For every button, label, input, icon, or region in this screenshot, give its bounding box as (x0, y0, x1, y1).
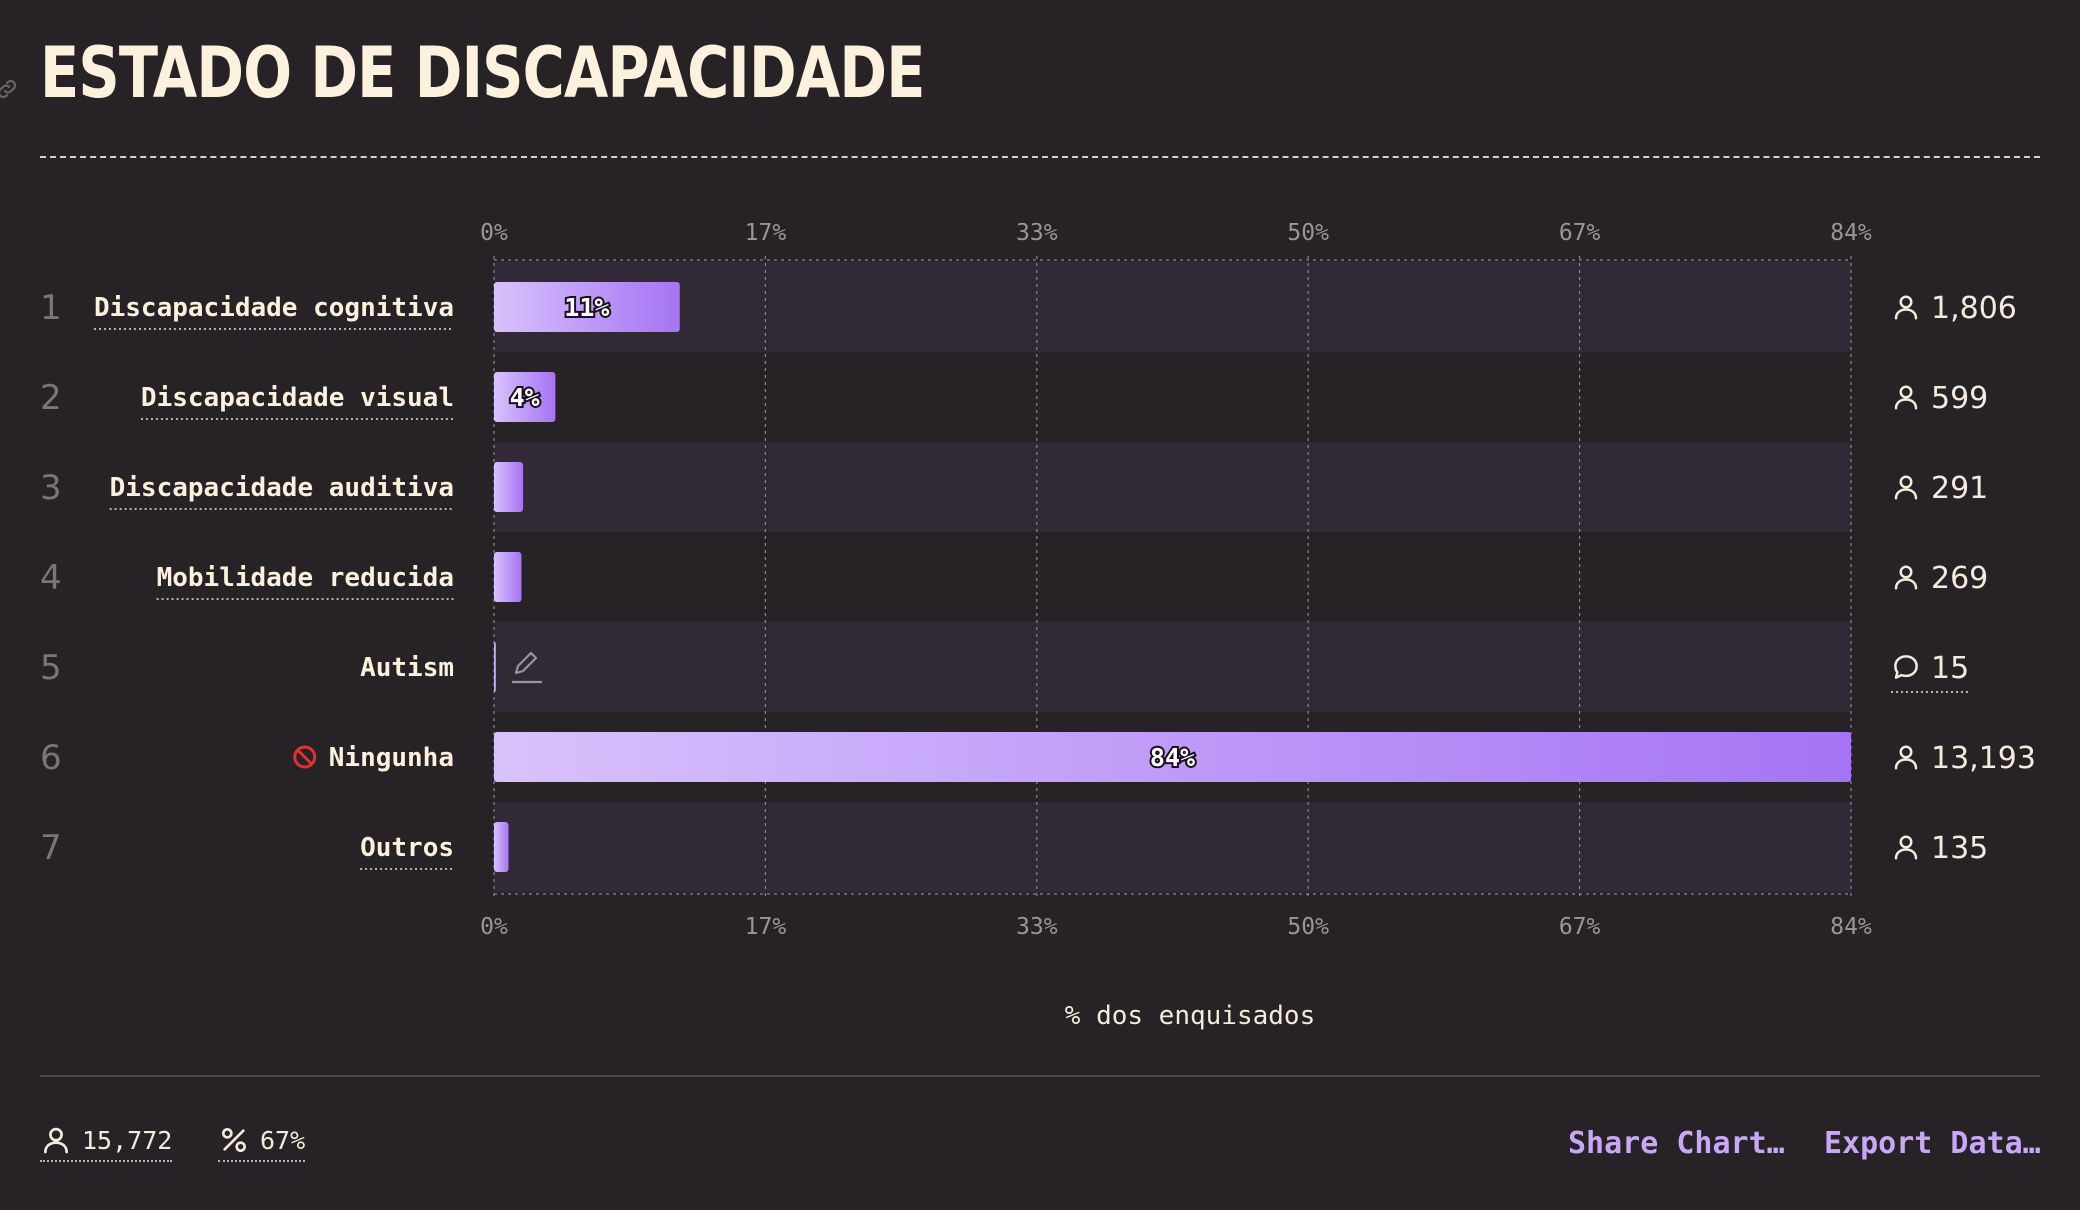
respondent-count: 599 (1931, 381, 1988, 416)
x-tick-label-bottom: 0% (480, 914, 508, 940)
x-tick-label-bottom: 50% (1287, 914, 1329, 940)
respondent-count: 135 (1931, 831, 1988, 866)
row-band (494, 802, 1851, 892)
x-tick-label-bottom: 17% (745, 914, 787, 940)
x-tick-label-top: 0% (480, 220, 508, 246)
comment-icon (1895, 656, 1916, 677)
no-entry-slash (298, 750, 312, 764)
bar[interactable] (494, 642, 496, 692)
share-chart-button[interactable]: Share Chart… (1568, 1126, 1785, 1161)
category-label[interactable]: Mobilidade reducida (157, 563, 454, 593)
footer-divider (40, 1075, 2040, 1077)
rank-number: 1 (40, 288, 62, 328)
no-entry-icon (295, 747, 315, 767)
x-tick-label-top: 50% (1287, 220, 1329, 246)
x-tick-label-bottom: 67% (1559, 914, 1601, 940)
category-label[interactable]: Ningunha (329, 743, 454, 773)
rank-number: 6 (40, 738, 62, 778)
percent-icon (218, 1124, 250, 1156)
category-label[interactable]: Outros (360, 833, 454, 863)
x-tick-label-top: 33% (1016, 220, 1058, 246)
x-axis-title: % dos enquisados (1065, 1001, 1315, 1031)
category-label[interactable]: Discapacidade visual (141, 383, 454, 413)
person-icon (40, 1124, 72, 1156)
person-icon (1896, 567, 1916, 589)
person-icon (1896, 837, 1916, 859)
export-data-button[interactable]: Export Data… (1824, 1126, 2041, 1161)
person-icon (1896, 747, 1916, 769)
rank-number: 3 (40, 468, 62, 508)
bar[interactable] (494, 822, 509, 872)
rank-number: 4 (40, 558, 62, 598)
respondents-stat[interactable]: 15,772 (40, 1124, 172, 1162)
bar-value-label: 11% (564, 293, 609, 322)
person-icon (1896, 477, 1916, 499)
bar[interactable] (494, 462, 523, 512)
respondent-count: 269 (1931, 561, 1988, 596)
row-band (494, 442, 1851, 532)
category-label[interactable]: Discapacidade auditiva (110, 473, 454, 503)
bar[interactable] (494, 552, 521, 602)
x-tick-label-top: 17% (745, 220, 787, 246)
bar-value-label: 4% (510, 383, 540, 412)
category-label[interactable]: Discapacidade cognitiva (94, 293, 454, 323)
category-label[interactable]: Autism (360, 653, 454, 683)
x-tick-label-top: 84% (1830, 220, 1872, 246)
percent-stat[interactable]: 67% (218, 1124, 305, 1162)
person-icon (1896, 297, 1916, 319)
person-icon (1896, 387, 1916, 409)
percent-value: 67% (260, 1126, 305, 1155)
respondent-count: 13,193 (1931, 741, 2036, 776)
bar-value-label: 84% (1150, 743, 1195, 772)
respondent-count: 1,806 (1931, 291, 2017, 326)
row-band (494, 622, 1851, 712)
bar-chart: 0% 0% 17% 17% 33% 33% 50% 50% 67% 67% 84% 84% 11% 1 Di… (0, 0, 2080, 1060)
rank-number: 7 (40, 828, 62, 868)
rank-number: 5 (40, 648, 62, 688)
row-band (494, 262, 1851, 352)
x-tick-label-top: 67% (1559, 220, 1601, 246)
rank-number: 2 (40, 378, 62, 418)
respondents-count: 15,772 (82, 1126, 172, 1155)
x-tick-label-bottom: 33% (1016, 914, 1058, 940)
respondent-count: 291 (1931, 471, 1988, 506)
respondent-count[interactable]: 15 (1931, 651, 1969, 686)
x-tick-label-bottom: 84% (1830, 914, 1872, 940)
